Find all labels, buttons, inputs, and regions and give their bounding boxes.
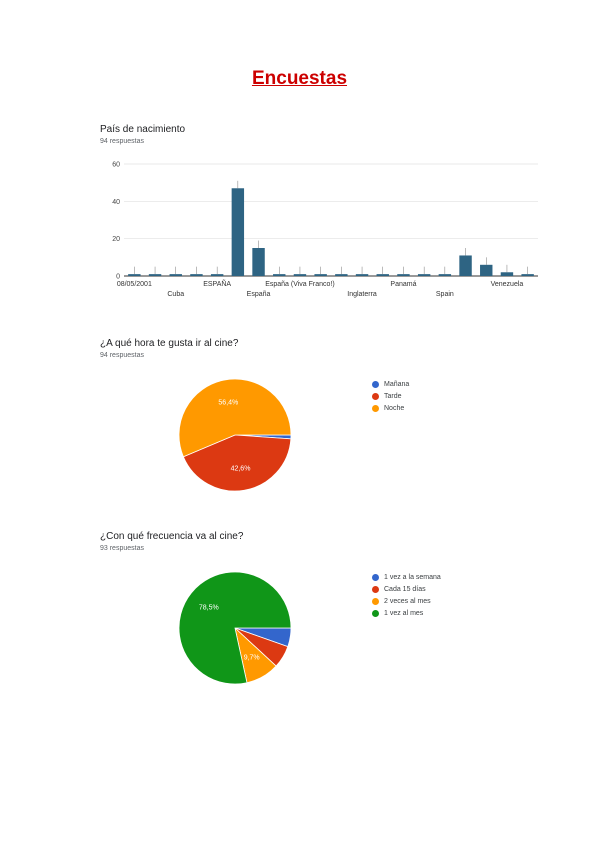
pie-slice (178, 378, 292, 458)
response-count: 94 respuestas (100, 352, 144, 359)
pie-slice (182, 434, 292, 492)
bar (521, 274, 534, 276)
legend-time: Mañana Tarde Noche (372, 378, 409, 414)
question-title: País de nacimiento (100, 124, 186, 135)
legend-swatch (372, 573, 379, 581)
response-count: 93 respuestas (100, 545, 144, 552)
bar (355, 274, 369, 276)
x-tick-label: Spain (436, 291, 454, 298)
legend-swatch (372, 404, 379, 412)
bar (438, 274, 452, 276)
legend-swatch (372, 392, 379, 400)
legend-swatch (372, 585, 379, 593)
x-tick-label: Panamá (390, 281, 416, 288)
bar (293, 274, 307, 276)
x-tick-label: Cuba (167, 291, 184, 298)
bar (397, 274, 410, 276)
bar (148, 274, 162, 276)
bar (252, 248, 265, 276)
legend-label: Tarde (384, 392, 402, 400)
bar (210, 274, 224, 276)
bar (128, 274, 141, 276)
bar (169, 274, 182, 276)
bar (231, 188, 245, 276)
legend-item: 1 vez a la semana (372, 571, 441, 583)
slice-data-label: 42,6% (231, 466, 251, 473)
bar-chart: 0 20 40 60 08/05/2001 Cuba ESPAÑA España España … (112, 162, 538, 298)
question-title: ¿Con qué frecuencia va al cine? (100, 531, 244, 542)
bar (480, 264, 493, 276)
legend-item: 2 veces al mes (372, 595, 441, 607)
legend-item: Cada 15 días (372, 583, 441, 595)
legend-item: Noche (372, 402, 409, 414)
pie-slice (178, 571, 292, 685)
slice-data-label: 9,7% (244, 655, 260, 662)
legend-item: Tarde (372, 390, 409, 402)
bar (190, 274, 203, 276)
bar (417, 274, 431, 276)
x-tick-label: Venezuela (491, 281, 524, 288)
slice-data-label: 56,4% (218, 400, 238, 407)
legend-label: Mañana (384, 380, 410, 388)
document-title: Encuestas (251, 68, 348, 89)
legend-swatch (372, 609, 379, 617)
legend-frequency: 1 vez a la semana Cada 15 días 2 veces al … (372, 571, 441, 619)
legend-label: 1 vez a la semana (384, 573, 441, 581)
bar (500, 272, 514, 276)
response-count: 94 respuestas (100, 138, 144, 145)
y-tick-label: 60 (112, 162, 120, 169)
question-cinema-time: ¿A qué hora te gusta ir al cine? 94 resp… (100, 338, 540, 360)
legend-item: 1 vez al mes (372, 607, 441, 619)
y-tick-label: 20 (112, 236, 120, 243)
x-tick-label: España (247, 291, 271, 298)
legend-swatch (372, 597, 379, 605)
question-cinema-frequency: ¿Con qué frecuencia va al cine? 93 respu… (100, 531, 540, 553)
bar (335, 274, 348, 276)
legend-label: 2 veces al mes (384, 597, 431, 605)
y-tick-label: 0 (116, 274, 120, 281)
x-tick-label: Inglaterra (347, 291, 377, 298)
x-tick-label: ESPAÑA (203, 279, 231, 288)
y-tick-label: 40 (112, 199, 120, 206)
pie-chart-time: 42,6% 56,4% (178, 378, 292, 492)
slice-data-label: 78,5% (199, 604, 219, 611)
bar (376, 274, 389, 276)
question-title: ¿A qué hora te gusta ir al cine? (100, 338, 239, 349)
question-birth-country: País de nacimiento 94 respuestas (100, 124, 540, 146)
pie-chart-frequency: 9,7% 78,5% (178, 571, 292, 685)
legend-label: Cada 15 días (384, 585, 426, 593)
legend-swatch (372, 380, 379, 388)
bar (273, 274, 286, 276)
legend-label: Noche (384, 404, 405, 412)
legend-label: 1 vez al mes (384, 609, 424, 617)
bar (314, 274, 327, 276)
x-tick-label: España (Viva Franco!) (265, 281, 335, 288)
legend-item: Mañana (372, 378, 409, 390)
bar (459, 255, 472, 276)
x-tick-label: 08/05/2001 (117, 281, 152, 288)
